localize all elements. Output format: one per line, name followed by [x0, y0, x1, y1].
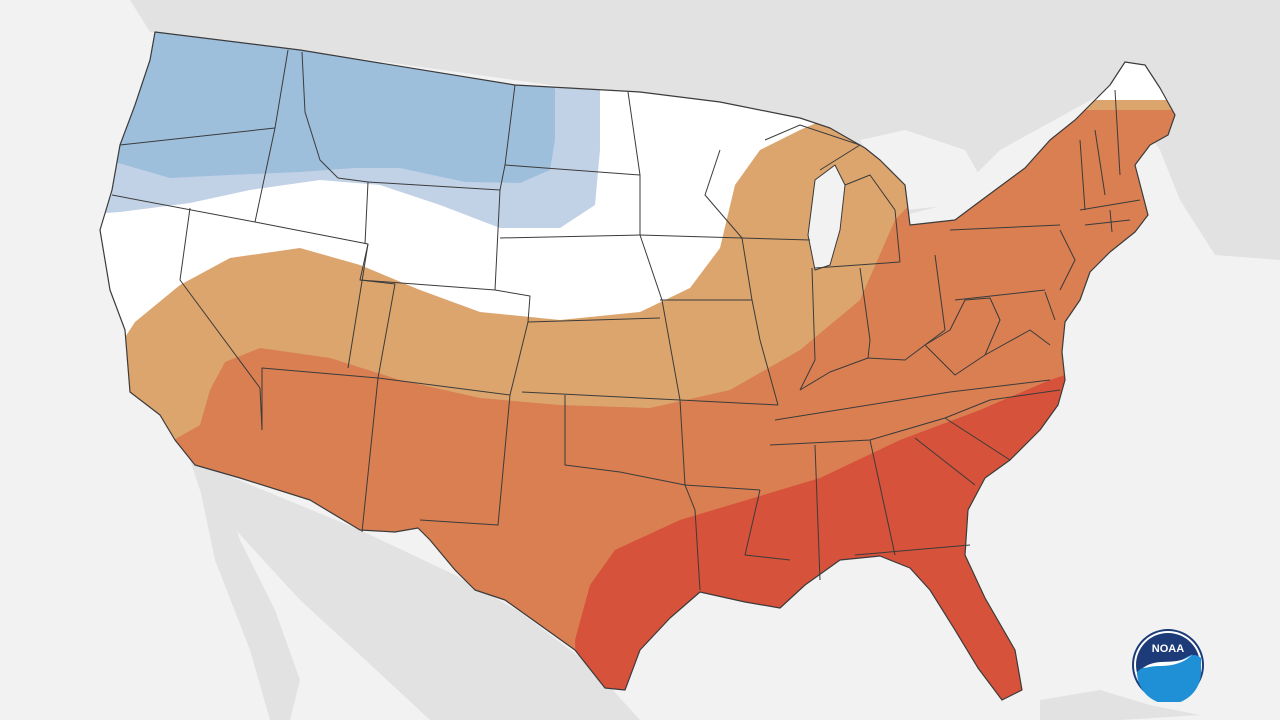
border-ct-ri-split — [1109, 209, 1113, 233]
border-ut-co — [359, 243, 396, 379]
border-ct-ri — [1084, 219, 1131, 226]
border-pa-nj — [1059, 229, 1076, 291]
border-ks-ok — [521, 391, 681, 401]
border-wv — [924, 297, 1001, 376]
border-tx-la — [694, 509, 701, 591]
border-tn-south — [769, 399, 991, 446]
border-sd-ne — [499, 234, 641, 239]
border-wy-co — [359, 279, 496, 291]
border-nj-de — [1044, 291, 1056, 321]
border-ga-sc — [914, 437, 976, 486]
border-ia-il — [741, 237, 779, 406]
border-il-in — [799, 267, 816, 391]
border-ma — [1079, 199, 1141, 211]
border-ny-vt — [1079, 139, 1086, 211]
border-nd-mn — [627, 91, 641, 235]
border-ky-tn — [774, 379, 1051, 421]
border-ar-la — [684, 484, 761, 491]
border-ca-nv — [179, 207, 263, 431]
border-pa-md — [954, 289, 1046, 301]
noaa-logo-text: NOAA — [1152, 643, 1184, 655]
border-wi-il — [741, 237, 811, 241]
border-wa-id — [274, 49, 289, 129]
border-va-nc — [989, 389, 1061, 401]
border-co-ks-ne — [494, 289, 531, 396]
border-nm-tx — [419, 394, 511, 526]
border-nh-me — [1114, 89, 1121, 176]
border-az-nm — [361, 377, 379, 533]
border-vt-nh — [1094, 129, 1106, 196]
border-nd-sd — [504, 164, 641, 176]
border-id-mt — [301, 51, 339, 179]
border-ok-tx — [564, 395, 686, 486]
border-wa-or — [119, 127, 276, 146]
mexico-landmass — [190, 460, 640, 720]
border-ut-az — [261, 367, 379, 430]
border-ms-al — [814, 444, 821, 581]
border-michigan-upper — [764, 124, 861, 171]
border-ne-ks — [527, 317, 661, 323]
border-oh-pa — [934, 254, 946, 331]
border-or-ca-nv — [111, 194, 256, 223]
cuba-island — [1040, 690, 1200, 720]
border-co-nm — [377, 377, 511, 396]
border-ne-mo — [639, 234, 681, 401]
border-mi-in-oh — [814, 261, 901, 269]
border-mo-ar — [679, 399, 779, 406]
border-mn-wi — [704, 149, 743, 239]
border-in-oh — [859, 267, 871, 359]
noaa-logo: NOAA — [1132, 629, 1204, 702]
great-lakes-water — [860, 130, 985, 210]
noaa-logo-wave — [1137, 655, 1201, 702]
border-al-ga — [869, 439, 896, 556]
state-borders — [99, 31, 1176, 701]
border-ga-fl — [854, 544, 971, 556]
us-outline — [99, 31, 1176, 701]
noaa-logo-bird — [1143, 654, 1193, 668]
border-nc-sc — [944, 417, 1011, 461]
lake-michigan — [807, 164, 846, 271]
border-wy-sd-ne — [494, 189, 501, 291]
border-la-ms — [744, 489, 791, 561]
canada-landmass — [130, 0, 1280, 260]
border-mt-wy — [367, 181, 501, 191]
baja-peninsula — [195, 465, 300, 720]
border-va — [984, 329, 1051, 356]
border-pa-ny — [949, 224, 1061, 231]
border-or-id — [254, 127, 276, 223]
border-mn-ia — [639, 234, 743, 239]
border-michigan-lower — [844, 174, 901, 263]
